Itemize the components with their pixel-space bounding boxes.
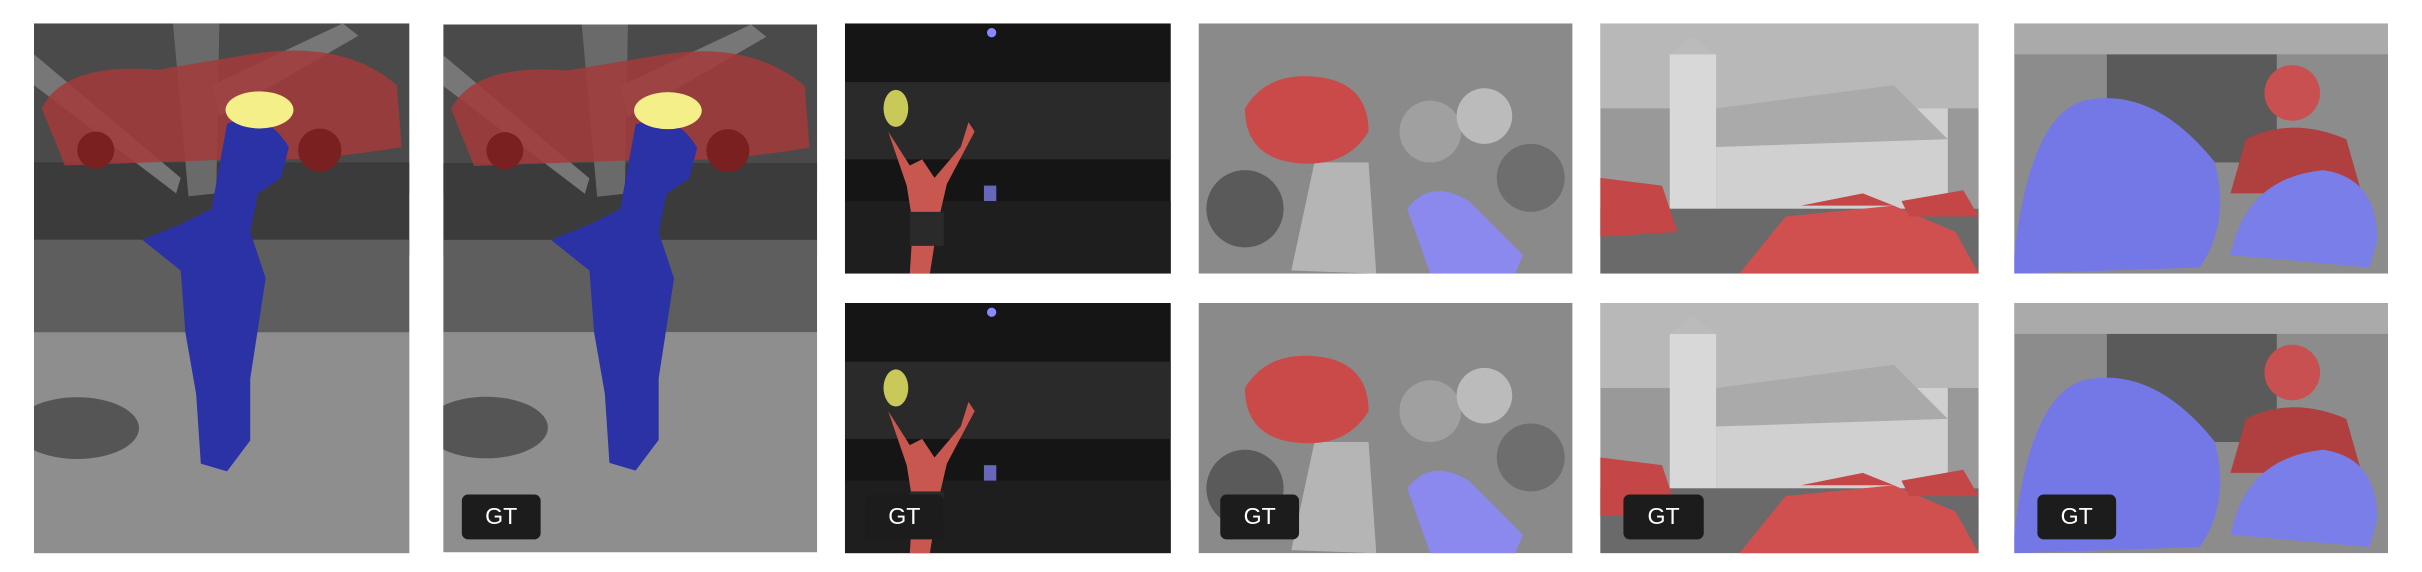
image [1198,23,1573,274]
badge-label: GT [888,503,920,529]
badge-label: GT [485,503,517,529]
image [443,24,818,553]
image [1600,23,1979,274]
badge [1623,494,1704,540]
badge [1220,494,1300,540]
badge-label: GT [1244,503,1276,529]
image [33,23,410,554]
badge-label: GT [1647,503,1679,529]
image [2014,23,2389,274]
badge [865,494,944,540]
badge-label: GT [2061,503,2093,529]
badge [461,494,541,540]
image [844,23,1171,274]
badge [2037,494,2117,540]
